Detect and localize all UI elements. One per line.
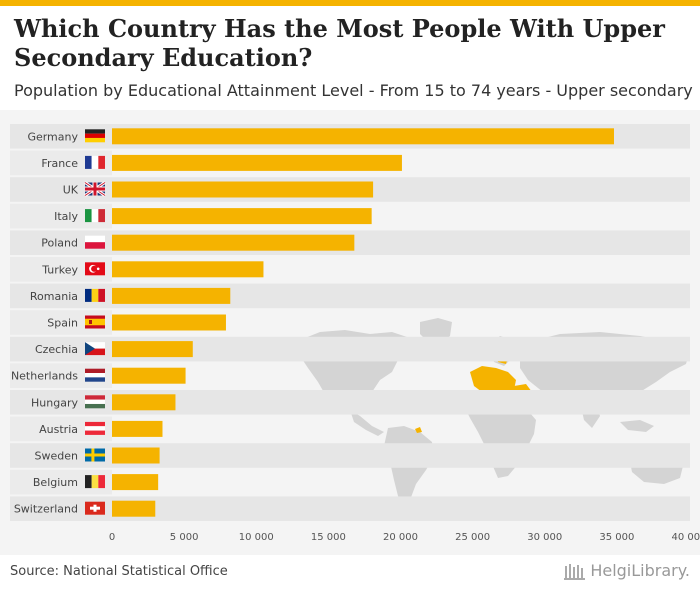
category-label: UK <box>63 184 79 197</box>
category-label: Netherlands <box>11 370 78 383</box>
category-label: Spain <box>47 317 78 330</box>
flag-poland-icon <box>85 235 105 249</box>
logo-text: HelgiLibrary. <box>590 561 690 580</box>
bar-turkey <box>112 261 264 278</box>
helgilibrary-logo[interactable]: HelgiLibrary. <box>564 561 690 580</box>
top-accent-bar <box>0 0 700 6</box>
flag-turkey-icon <box>85 262 105 276</box>
bar-italy <box>112 208 372 225</box>
flag-romania-icon <box>85 288 105 302</box>
library-icon <box>564 563 586 580</box>
x-axis-ticks: 0 5 000 10 000 15 000 20 000 25 000 30 000 35 0… <box>109 532 700 543</box>
x-tick-label: 15 000 <box>311 532 346 543</box>
chart-subtitle: Population by Educational Attainment Lev… <box>14 81 693 100</box>
flag-spain-icon <box>85 315 105 329</box>
bar-switzerland <box>112 500 156 517</box>
category-label: France <box>41 157 78 170</box>
bar-hungary <box>112 394 176 411</box>
category-labels: Germany France UK Italy Poland Turkey Romania S… <box>11 130 79 515</box>
bar-sweden <box>112 447 160 464</box>
footer <box>0 555 700 596</box>
category-label: Hungary <box>31 396 78 409</box>
x-tick-label: 35 000 <box>599 532 634 543</box>
flag-italy-icon <box>85 209 105 223</box>
category-label: Austria <box>39 423 78 436</box>
category-label: Turkey <box>41 263 78 276</box>
country-flags <box>84 129 106 515</box>
flag-switzerland-icon <box>85 501 105 515</box>
flag-germany-icon <box>85 129 105 143</box>
bar-france <box>112 154 402 171</box>
x-tick-label: 5 000 <box>170 532 199 543</box>
flag-belgium-icon <box>85 475 105 489</box>
flag-hungary-icon <box>85 395 105 409</box>
bar-chart: Germany France UK Italy Poland Turkey Romania S… <box>10 124 700 543</box>
source-note: Source: National Statistical Office <box>10 564 228 579</box>
chart-title: Which Country Has the Most People With U… <box>14 14 665 72</box>
map-landmass <box>350 410 384 436</box>
category-label: Czechia <box>35 343 78 356</box>
bar-netherlands <box>112 367 186 384</box>
bar-romania <box>112 287 231 304</box>
category-label: Switzerland <box>14 503 78 516</box>
category-label: Belgium <box>33 476 78 489</box>
map-landmass <box>620 420 654 432</box>
x-tick-label: 10 000 <box>239 532 274 543</box>
flag-sweden-icon <box>85 448 105 462</box>
x-tick-label: 0 <box>109 532 115 543</box>
x-tick-label: 30 000 <box>527 532 562 543</box>
flag-netherlands-icon <box>85 368 105 382</box>
bar-poland <box>112 234 355 251</box>
category-label: Sweden <box>35 450 78 463</box>
bar-uk <box>112 181 374 198</box>
flag-austria-icon <box>85 421 105 435</box>
category-label: Poland <box>41 237 78 250</box>
bars <box>112 128 614 517</box>
x-tick-label: 40 000 <box>672 532 700 543</box>
bar-czechia <box>112 341 193 358</box>
bar-austria <box>112 420 163 437</box>
flag-czechia-icon <box>85 342 105 356</box>
category-label: Italy <box>54 210 78 223</box>
bar-spain <box>112 314 226 331</box>
flag-france-icon <box>85 155 105 169</box>
category-label: Germany <box>27 130 78 143</box>
map-highlight-region <box>470 366 516 396</box>
map-highlight-region <box>415 427 422 433</box>
x-tick-label: 20 000 <box>383 532 418 543</box>
bar-belgium <box>112 474 159 491</box>
bar-germany <box>112 128 614 145</box>
flag-uk-icon <box>84 181 106 197</box>
category-label: Romania <box>30 290 78 303</box>
x-tick-label: 25 000 <box>455 532 490 543</box>
